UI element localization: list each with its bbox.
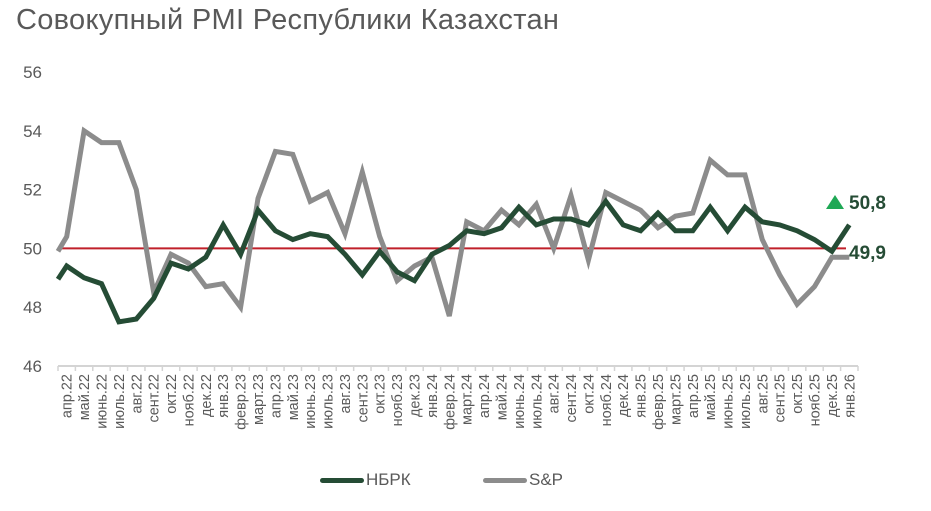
x-tick-label: дек.23: [408, 374, 424, 417]
x-tick-label: февр.25: [651, 374, 667, 430]
x-tick-label: сент.25: [773, 374, 789, 423]
x-tick-label: нояб.23: [390, 374, 406, 426]
y-tick-label: 56: [23, 63, 42, 82]
x-tick-label: дек.24: [616, 374, 632, 417]
y-axis: 46 48 50 52 54 56: [23, 63, 42, 376]
x-tick-label: окт.22: [164, 374, 180, 414]
y-tick-label: 48: [23, 298, 42, 317]
x-tick-label: окт.23: [373, 374, 389, 414]
x-tick-label: авг.23: [338, 374, 354, 413]
x-tick-label: июль.22: [112, 374, 128, 429]
y-tick-label: 52: [23, 181, 42, 200]
nbrk-last-value-label: 50,8: [849, 193, 886, 214]
chart-legend: НБРК S&P: [0, 470, 931, 492]
x-tick-label: июнь.25: [721, 374, 737, 429]
x-tick-label: февр.23: [234, 374, 250, 430]
x-tick-label: апр.23: [268, 374, 284, 418]
x-tick-label: нояб.22: [181, 374, 197, 426]
x-tick-label: июнь.24: [512, 374, 528, 429]
legend-label-nbrk: НБРК: [366, 470, 411, 489]
x-tick-label: сент.22: [147, 374, 163, 423]
x-tick-label: янв.23: [216, 374, 232, 418]
x-tick-label: май.25: [703, 374, 719, 420]
x-tick-label: июнь.22: [94, 374, 110, 429]
x-tick-label: авг.24: [547, 374, 563, 413]
x-tick-label: февр.24: [442, 374, 458, 430]
legend-item-sp[interactable]: S&P: [483, 470, 563, 490]
legend-item-nbrk[interactable]: НБРК: [320, 470, 411, 490]
x-tick-label: июнь.23: [303, 374, 319, 429]
x-tick-label: авг.22: [129, 374, 145, 413]
legend-label-sp: S&P: [529, 470, 564, 489]
sp-last-value-label: 49,9: [849, 243, 886, 264]
y-tick-label: 54: [23, 122, 42, 141]
x-tick-label: май.23: [286, 374, 302, 420]
x-tick-label: март.23: [251, 374, 267, 425]
x-tick-label: апр.22: [60, 374, 76, 418]
x-tick-label: авг.25: [755, 374, 771, 413]
x-tick-label: янв.25: [634, 374, 650, 418]
x-tick-label: июль.25: [738, 374, 754, 429]
x-axis: апр.22 май.22 июнь.22 июль.22 авг.22 сент.22 о…: [57, 365, 859, 430]
x-tick-label: март.24: [460, 374, 476, 425]
nbrk-series-line: [55, 197, 852, 325]
nbrk-line-swatch-icon: [320, 477, 364, 483]
x-tick-label: нояб.24: [599, 374, 615, 426]
x-tick-label: сент.23: [355, 374, 371, 423]
x-tick-label: июль.23: [321, 374, 337, 429]
x-tick-label: янв.26: [842, 374, 858, 418]
x-tick-label: июль.24: [529, 374, 545, 429]
x-tick-label: апр.24: [477, 374, 493, 418]
x-tick-label: май.24: [494, 374, 510, 420]
sp-line-swatch-icon: [483, 477, 527, 483]
x-tick-label: сент.24: [564, 374, 580, 423]
y-tick-label: 46: [23, 357, 42, 376]
x-tick-label: окт.25: [790, 374, 806, 414]
x-tick-label: апр.25: [686, 374, 702, 418]
series-lines: [55, 126, 852, 325]
chart-title: Совокупный PMI Республики Казахстан: [16, 4, 560, 36]
y-tick-label: 50: [23, 239, 42, 258]
x-tick-label: дек.25: [825, 374, 841, 417]
sp-series-line: [55, 126, 850, 317]
x-tick-label: окт.24: [581, 374, 597, 414]
last-value-annotations: 50,8 49,9: [826, 193, 886, 264]
up-triangle-icon: [826, 195, 844, 209]
x-tick-label: янв.24: [425, 374, 441, 418]
x-tick-label: дек.22: [199, 374, 215, 417]
x-tick-label: май.22: [77, 374, 93, 420]
x-tick-label: март.25: [668, 374, 684, 425]
x-tick-label: нояб.25: [808, 374, 824, 426]
